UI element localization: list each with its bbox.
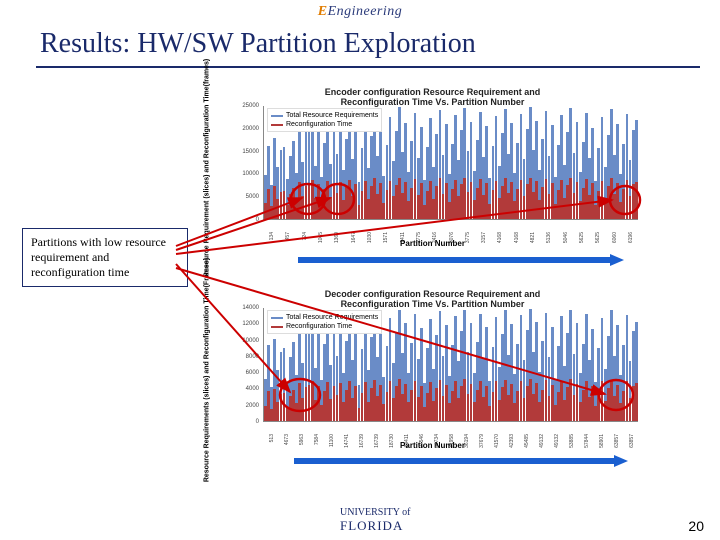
y-tick: 12000 bbox=[242, 321, 259, 327]
y-tick: 20000 bbox=[242, 126, 259, 132]
footer-logo-small: UNIVERSITY of bbox=[340, 507, 410, 518]
header-logo-text: Engineering bbox=[328, 4, 403, 19]
enc-title-1: Encoder configuration Resource Requireme… bbox=[325, 87, 541, 97]
enc-y-label: Resource Requirement (slices) and Reconf… bbox=[204, 59, 211, 277]
dec-legend: Total Resource Requirements Reconfigurat… bbox=[267, 310, 382, 334]
decoder-chart-title: Decoder configuration Resource Requireme… bbox=[225, 290, 640, 310]
encoder-chart-title: Encoder configuration Resource Requireme… bbox=[225, 88, 640, 108]
y-tick: 0 bbox=[256, 419, 259, 425]
decoder-chart: Decoder configuration Resource Requireme… bbox=[225, 290, 640, 450]
y-tick: 15000 bbox=[242, 149, 259, 155]
dec-x-label: Partition Number bbox=[225, 441, 640, 450]
reconfig-bar bbox=[635, 383, 638, 421]
scan-arrow bbox=[298, 254, 624, 266]
enc-legend-row-0: Total Resource Requirements bbox=[271, 111, 378, 120]
dec-legend-row-0: Total Resource Requirements bbox=[271, 313, 378, 322]
encoder-chart: Encoder configuration Resource Requireme… bbox=[225, 88, 640, 248]
dec-legend-label-1: Reconfiguration Time bbox=[286, 322, 352, 331]
y-tick: 25000 bbox=[242, 103, 259, 109]
scan-arrow bbox=[294, 455, 628, 467]
footer-logo: UNIVERSITY of FLORIDA bbox=[340, 507, 410, 534]
dec-title-1: Decoder configuration Resource Requireme… bbox=[325, 289, 541, 299]
y-tick: 2000 bbox=[246, 403, 259, 409]
page-number: 20 bbox=[688, 518, 704, 534]
y-tick: 8000 bbox=[246, 354, 259, 360]
y-tick: 5000 bbox=[246, 194, 259, 200]
enc-x-ticks: 1344577241065136016471030157114112775241… bbox=[263, 220, 638, 238]
y-tick: 14000 bbox=[242, 305, 259, 311]
enc-legend-label-0: Total Resource Requirements bbox=[286, 111, 378, 120]
header-logo: EEngineering bbox=[318, 4, 403, 20]
y-tick: 4000 bbox=[246, 386, 259, 392]
page-title: Results: HW/SW Partition Exploration bbox=[36, 28, 700, 68]
enc-legend-swatch-1 bbox=[271, 124, 283, 126]
enc-legend-swatch-0 bbox=[271, 115, 283, 117]
enc-x-label: Partition Number bbox=[225, 239, 640, 248]
y-tick: 10000 bbox=[242, 338, 259, 344]
callout-box: Partitions with low resource requirement… bbox=[22, 228, 188, 287]
dec-legend-label-0: Total Resource Requirements bbox=[286, 313, 378, 322]
y-tick: 6000 bbox=[246, 370, 259, 376]
dec-legend-swatch-0 bbox=[271, 317, 283, 319]
enc-legend-row-1: Reconfiguration Time bbox=[271, 120, 378, 129]
dec-x-ticks: 5134673596375841110014741167391673918730… bbox=[263, 422, 638, 440]
dec-legend-row-1: Reconfiguration Time bbox=[271, 322, 378, 331]
y-tick: 0 bbox=[256, 217, 259, 223]
footer-logo-big: FLORIDA bbox=[340, 518, 403, 533]
y-tick: 10000 bbox=[242, 171, 259, 177]
dec-y-label: Resource Requirements (slices) and Recon… bbox=[204, 258, 211, 482]
enc-legend-label-1: Reconfiguration Time bbox=[286, 120, 352, 129]
enc-legend: Total Resource Requirements Reconfigurat… bbox=[267, 108, 382, 132]
enc-y-ticks: 0 5000 10000 15000 20000 25000 bbox=[225, 106, 261, 220]
reconfig-bar bbox=[635, 182, 638, 219]
dec-y-ticks: 0 2000 4000 6000 8000 10000 12000 14000 bbox=[225, 308, 261, 422]
dec-legend-swatch-1 bbox=[271, 326, 283, 328]
